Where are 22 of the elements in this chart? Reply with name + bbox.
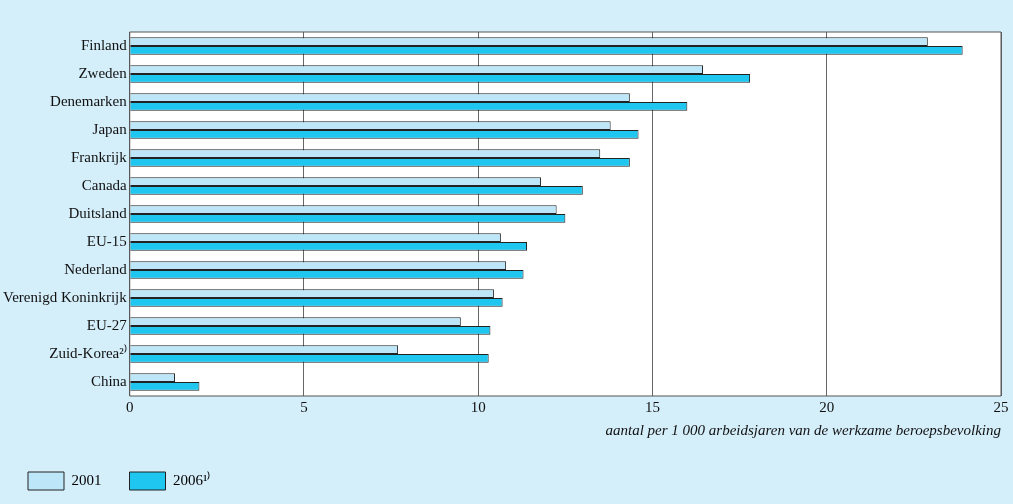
x-axis-title: aantal per 1 000 arbeidsjaren van de werkzame beroepsbevolking (605, 421, 1002, 438)
y-tick-label: Duitsland (68, 204, 128, 221)
y-tick-label: Finland (80, 36, 128, 53)
x-tick-label: 15 (644, 398, 660, 415)
x-tick-label: 0 (125, 398, 134, 415)
y-tick-label: Nederland (64, 260, 128, 277)
x-tick-label: 5 (300, 398, 308, 415)
y-tick-label: Frankrijk (70, 148, 128, 165)
legend-label: 2006¹⁾ (173, 470, 211, 488)
y-tick-label: Zuid-Korea²⁾ (49, 343, 127, 361)
y-tick-label: Denemarken (50, 92, 128, 109)
y-tick-label: EU-27 (86, 316, 128, 333)
y-tick-label: Verenigd Koninkrijk (2, 288, 128, 305)
y-tick-label: Japan (92, 120, 128, 137)
x-tick-label: 10 (470, 398, 486, 415)
legend-label: 2001 (71, 471, 102, 488)
y-tick-label: Zweden (78, 64, 128, 81)
y-tick-label: China (90, 372, 128, 389)
x-tick-label: 25 (993, 398, 1009, 415)
y-tick-label: EU-15 (86, 232, 127, 249)
y-tick-label: Canada (81, 176, 128, 193)
x-tick-label: 20 (819, 398, 835, 415)
